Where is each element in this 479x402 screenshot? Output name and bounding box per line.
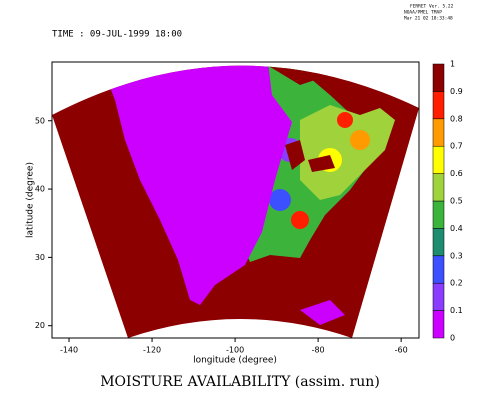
y-axis-label: latitude (degree) xyxy=(26,162,36,238)
credit: NOAA/PMEL TMAP xyxy=(404,10,442,16)
x-axis-label: longitude (degree) xyxy=(193,356,277,366)
colorbar-label: 0.6 xyxy=(450,169,463,178)
x-tick-label: -120 xyxy=(143,346,161,355)
chart-title: MOISTURE AVAILABILITY (assim. run) xyxy=(100,374,380,390)
colorbar-label: 1 xyxy=(450,60,455,69)
colorbar-swatch xyxy=(432,173,445,202)
colorbar-label: 0.3 xyxy=(450,251,463,260)
colorbar-swatch xyxy=(432,255,445,284)
colorbar-label: 0.8 xyxy=(450,114,463,123)
credit: Mar 21 02 18:33:48 xyxy=(404,16,453,22)
colorbar-label: 0 xyxy=(450,334,455,343)
time-label: TIME : 09-JUL-1999 18:00 xyxy=(52,30,182,40)
y-tick-label: 20 xyxy=(35,321,45,330)
y-tick-label: 40 xyxy=(35,185,45,194)
colorbar-swatch xyxy=(432,118,445,147)
colorbar-swatch xyxy=(432,91,445,120)
colorbar-swatch xyxy=(432,145,445,174)
colorbar-label: 0.2 xyxy=(450,279,463,288)
credit: FERRET Ver. 5.22 xyxy=(410,4,454,10)
x-tick-label: -80 xyxy=(312,346,325,355)
colorbar-label: 0.5 xyxy=(450,197,463,206)
x-tick-label: -140 xyxy=(60,346,78,355)
colorbar-swatch xyxy=(432,282,445,311)
colorbar-label: 0.4 xyxy=(450,224,463,233)
x-tick-label: -100 xyxy=(226,346,244,355)
colorbar-swatch xyxy=(432,63,445,92)
colorbar-label: 0.7 xyxy=(450,142,463,151)
y-tick-label: 30 xyxy=(35,253,45,262)
colorbar-label: 0.1 xyxy=(450,306,463,315)
colorbar-swatch xyxy=(432,200,445,229)
colorbar-swatch xyxy=(432,228,445,257)
map-field xyxy=(52,65,419,338)
colorbar-swatch xyxy=(432,310,445,339)
y-tick-label: 50 xyxy=(35,116,45,125)
x-tick-label: -60 xyxy=(395,346,408,355)
colorbar-label: 0.9 xyxy=(450,87,463,96)
